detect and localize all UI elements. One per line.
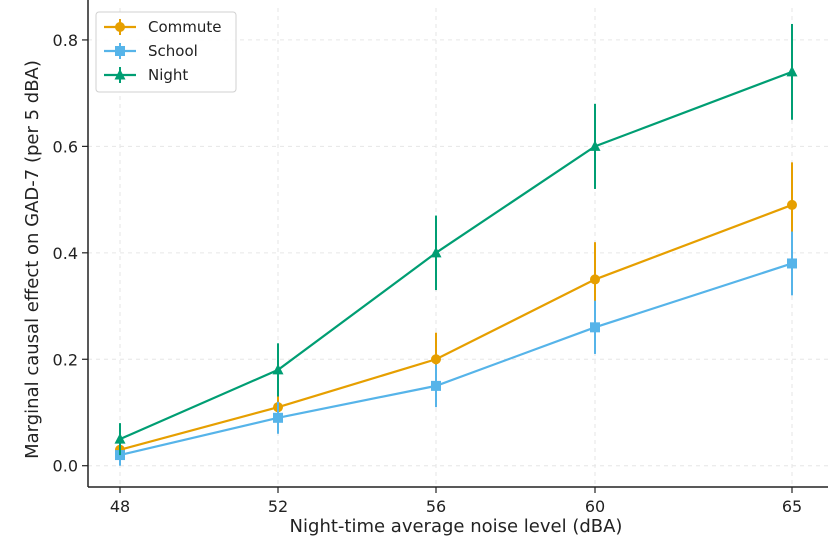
legend-marker-school: [115, 46, 125, 56]
series-school: [115, 231, 797, 466]
x-axis-label: Night-time average noise level (dBA): [290, 516, 623, 537]
night-point: [786, 65, 798, 77]
night-line: [119, 70, 793, 441]
night-point: [114, 433, 126, 444]
legend-label-commute: Commute: [148, 18, 222, 36]
legend-box: [95, 11, 237, 93]
school-point: [590, 322, 600, 333]
ticks: 0.0 0.2 0.4 0.6 0.8 48 52 56 60 65: [53, 31, 803, 516]
legend-marker-night: [114, 69, 126, 80]
commute-point: [431, 354, 441, 365]
legend-item-commute: Commute: [104, 18, 222, 36]
y-tick-label: 0.2: [53, 350, 78, 369]
school-point: [431, 380, 441, 391]
night-point: [589, 140, 601, 151]
y-tick-label: 0.4: [53, 244, 78, 263]
y-tick-label: 0.8: [53, 31, 78, 50]
y-tick-label: 0.0: [53, 457, 78, 476]
commute-line: [119, 203, 793, 451]
x-tick-label: 65: [782, 497, 802, 516]
x-tick-label: 52: [268, 497, 288, 516]
school-point: [787, 258, 797, 269]
night-point: [430, 246, 442, 258]
commute-point: [787, 199, 797, 210]
axes: [87, 0, 828, 488]
legend-label-night: Night: [148, 66, 188, 84]
legend-item-school: School: [104, 42, 198, 60]
series-layer: [114, 23, 798, 466]
night-point: [272, 363, 284, 375]
x-tick-label: 60: [585, 497, 605, 516]
series-commute: [115, 162, 797, 461]
school-point: [273, 412, 283, 423]
x-tick-label: 56: [426, 497, 446, 516]
legend: Commute School Night: [95, 11, 237, 93]
y-tick-label: 0.6: [53, 137, 78, 156]
legend-label-school: School: [148, 42, 198, 60]
commute-point: [590, 274, 600, 285]
y-axis-label: Marginal causal effect on GAD-7 (per 5 d…: [22, 60, 43, 459]
series-night: [114, 23, 798, 456]
legend-item-night: Night: [104, 66, 188, 84]
legend-marker-commute: [115, 22, 125, 32]
x-tick-label: 48: [110, 497, 130, 516]
